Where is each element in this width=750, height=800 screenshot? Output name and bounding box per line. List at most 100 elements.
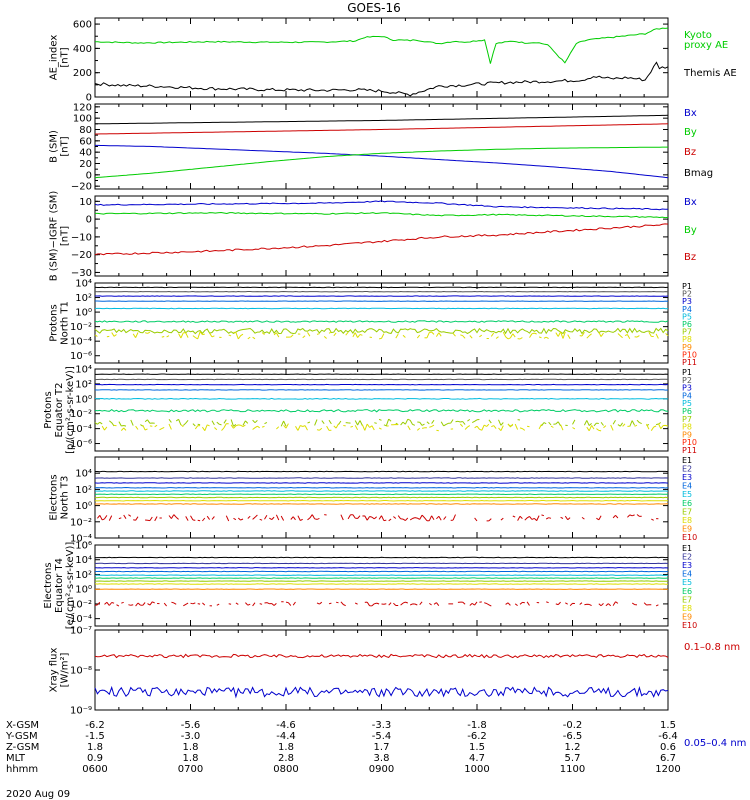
y-tick-label: 20 xyxy=(79,159,92,170)
y-tick-label: 10⁻⁴ xyxy=(70,424,92,435)
series-line-e10 xyxy=(94,601,659,607)
y-tick-label: 60 xyxy=(79,136,92,147)
x-row-value: 1.8 xyxy=(87,742,103,753)
x-row-value: 1000 xyxy=(464,764,489,775)
y-tick-label: 10⁻² xyxy=(70,409,92,420)
series-line-e6 xyxy=(94,493,669,496)
series-line-0-1-0-8-nm xyxy=(94,653,669,659)
series-line-p5 xyxy=(94,307,669,310)
legend-entry: By xyxy=(684,225,697,236)
x-row-value: -6.4 xyxy=(658,731,678,742)
x-row-value: 1.7 xyxy=(374,742,390,753)
series-line-kyoto-proxy-ae xyxy=(95,27,669,64)
panel-6: 10⁴ 10² 10⁰ 10⁻² 10⁻⁴ ElectronsNorth T3 E1E2E3… xyxy=(49,456,698,545)
y-tick-label: 10⁻⁴ xyxy=(70,337,92,348)
x-row-value: 1.8 xyxy=(183,753,199,764)
y-tick-label: 80 xyxy=(79,125,92,136)
legend-entry: Bz xyxy=(684,252,696,263)
legend-entry: P1 xyxy=(682,368,692,377)
legend-entry: P6 xyxy=(682,320,692,329)
legend-entry: E3 xyxy=(682,473,692,482)
series-line-e9 xyxy=(95,503,669,505)
y-tick-label: 10⁴ xyxy=(75,555,92,566)
legend-entry: P1 xyxy=(682,282,692,291)
y-tick-label: 10⁰ xyxy=(75,501,92,512)
series-line-e1 xyxy=(95,470,669,473)
series-line-bx xyxy=(94,200,668,211)
y-tick-label: 0 xyxy=(86,93,92,104)
legend-entry: Kyoto xyxy=(684,30,712,41)
y-tick-label: −20 xyxy=(71,182,92,193)
legend-entry: Bx xyxy=(684,197,697,208)
legend-entry: E10 xyxy=(682,621,697,630)
y-tick-label: 10⁻² xyxy=(70,322,92,333)
x-row-value: 1.2 xyxy=(565,742,581,753)
series-line-p3 xyxy=(94,383,669,386)
x-row-value: -4.6 xyxy=(276,720,296,731)
y-axis-label: B (SM)[nT] xyxy=(49,130,71,163)
panel-frame xyxy=(94,629,669,711)
plot-title: GOES-16 xyxy=(347,1,401,15)
y-tick-label: 10² xyxy=(75,485,92,496)
x-row-value: 0800 xyxy=(273,764,298,775)
panel-frame xyxy=(94,17,669,98)
x-row-label: X-GSM xyxy=(6,720,39,731)
y-axis-label: ProtonsNorth T1 xyxy=(49,301,71,345)
y-tick-label: 10⁰ xyxy=(75,394,92,405)
series-line-bmag xyxy=(95,114,669,125)
legend-entry: P4 xyxy=(682,391,692,400)
legend-entry: P10 xyxy=(682,350,697,359)
legend-entry: E5 xyxy=(682,578,692,587)
x-row-value: 1100 xyxy=(560,764,585,775)
legend-entry: P11 xyxy=(682,358,697,367)
y-tick-label: 10⁴ xyxy=(75,365,92,376)
y-tick-label: 10² xyxy=(75,293,92,304)
legend-entry: E2 xyxy=(682,553,692,562)
series-line-e10 xyxy=(97,514,659,522)
x-row-value: 2.8 xyxy=(278,753,294,764)
y-tick-label: 40 xyxy=(79,148,92,159)
legend-entry: P7 xyxy=(682,328,692,337)
legend-entry: P10 xyxy=(682,438,697,447)
x-row-value: 0.9 xyxy=(87,753,103,764)
y-tick-label: 100 xyxy=(73,114,92,125)
legend-entry: P8 xyxy=(682,335,692,344)
y-tick-label: 0 xyxy=(86,215,92,226)
y-axis-label: ElectronsEquator T4[e/(cm²-s-sr-keV)] xyxy=(43,542,76,630)
x-row-value: -3.3 xyxy=(372,720,392,731)
date-label: 2020 Aug 09 xyxy=(6,789,70,800)
legend-entry: E7 xyxy=(682,507,692,516)
y-tick-label: −20 xyxy=(71,250,92,261)
y-tick-label: 10⁰ xyxy=(75,585,92,596)
legend-entry: P5 xyxy=(682,312,692,321)
legend-entry: E8 xyxy=(682,604,692,613)
y-tick-label: 0 xyxy=(86,170,92,181)
series-line-p1 xyxy=(94,286,669,289)
x-row-value: 1.5 xyxy=(660,720,676,731)
x-row-value: 4.7 xyxy=(469,753,485,764)
y-axis-label: Xray flux[W/m²] xyxy=(49,648,71,693)
series-line-bz xyxy=(95,123,669,135)
x-row-value: -4.4 xyxy=(276,731,296,742)
x-row-value: -5.4 xyxy=(372,731,392,742)
series-line-bz xyxy=(94,223,669,256)
panel-8: 10⁻⁷ 10⁻⁸ 10⁻⁹ Xray flux[W/m²] 0.1–0.8 nm 0.0… xyxy=(49,626,747,750)
legend-entry: Themis AE xyxy=(683,68,737,79)
legend-entry: E1 xyxy=(682,456,692,465)
y-axis-label: AE_index[nT] xyxy=(49,35,71,81)
legend-entry: P6 xyxy=(682,407,692,416)
legend-entry: proxy AE xyxy=(684,40,728,51)
legend-entry: 0.05–0.4 nm xyxy=(684,738,746,749)
legend-entry: E4 xyxy=(682,570,692,579)
x-row-label: Z-GSM xyxy=(6,742,39,753)
legend-entry: E3 xyxy=(682,561,692,570)
y-tick-label: 10² xyxy=(75,379,92,390)
x-row-label: MLT xyxy=(6,753,26,764)
legend-entry: 0.1–0.8 nm xyxy=(684,642,740,653)
legend-entry: E9 xyxy=(682,524,692,533)
series-line-e3 xyxy=(94,482,669,484)
